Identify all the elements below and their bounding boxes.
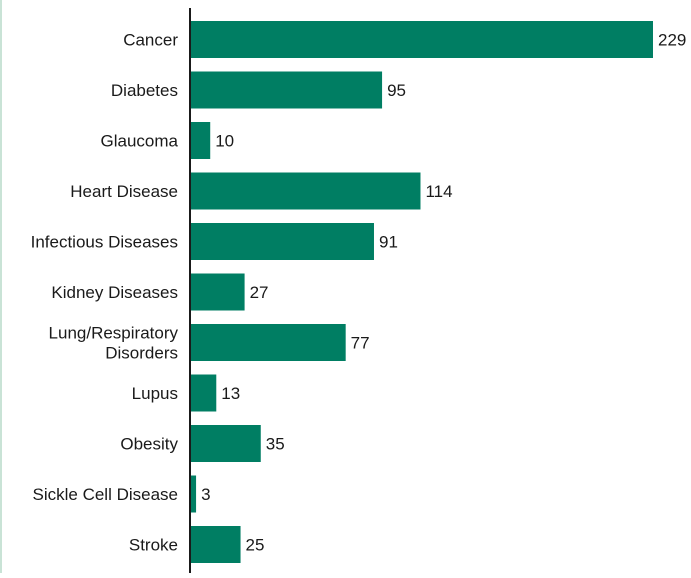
category-label-stroke: Stroke: [129, 536, 178, 555]
value-label-stroke: 25: [246, 536, 265, 555]
bar-kidney-diseases: [190, 273, 245, 311]
frame-rule: [0, 0, 2, 573]
category-label-obesity: Obesity: [120, 435, 178, 454]
category-labels-group: Cancer Diabetes Glaucoma Heart Disease Infec…: [31, 31, 179, 555]
bar-sickle-cell-disease: [190, 475, 197, 513]
category-label-line: Disorders: [105, 344, 178, 363]
value-label-cancer: 229: [658, 31, 686, 50]
category-label-lupus: Lupus: [132, 384, 178, 403]
bar-diabetes: [190, 71, 383, 109]
value-label-glaucoma: 10: [215, 132, 234, 151]
bars-group: [190, 21, 653, 563]
bar-glaucoma: [190, 122, 211, 159]
category-label-infectious-diseases: Infectious Diseases: [31, 233, 178, 252]
value-labels-group: 229 95 10 114 91 27 77 13 35 3 25: [201, 31, 686, 555]
value-label-obesity: 35: [266, 435, 285, 454]
bar-cancer: [190, 21, 653, 58]
bar-lung-respiratory-disorders: [190, 324, 346, 361]
value-label-kidney-diseases: 27: [250, 283, 269, 302]
value-label-lupus: 13: [221, 384, 240, 403]
category-label-cancer: Cancer: [123, 31, 178, 50]
bar-lupus: [190, 374, 217, 412]
category-label-kidney-diseases: Kidney Diseases: [51, 283, 178, 302]
category-label-heart-disease: Heart Disease: [70, 182, 178, 201]
category-label-diabetes: Diabetes: [111, 81, 178, 100]
category-label-lung-respiratory-disorders: Lung/Respiratory Disorders: [49, 324, 179, 363]
value-label-heart-disease: 114: [425, 182, 452, 201]
bar-obesity: [190, 425, 261, 462]
bar-heart-disease: [190, 172, 421, 210]
bar-infectious-diseases: [190, 223, 374, 260]
bar-stroke: [190, 526, 241, 563]
value-label-lung-respiratory-disorders: 77: [351, 334, 370, 353]
value-label-infectious-diseases: 91: [379, 233, 398, 252]
category-label-sickle-cell-disease: Sickle Cell Disease: [33, 485, 179, 504]
category-label-line: Lung/Respiratory: [49, 324, 179, 343]
value-label-sickle-cell-disease: 3: [201, 485, 210, 504]
category-label-glaucoma: Glaucoma: [101, 132, 179, 151]
value-label-diabetes: 95: [387, 81, 406, 100]
